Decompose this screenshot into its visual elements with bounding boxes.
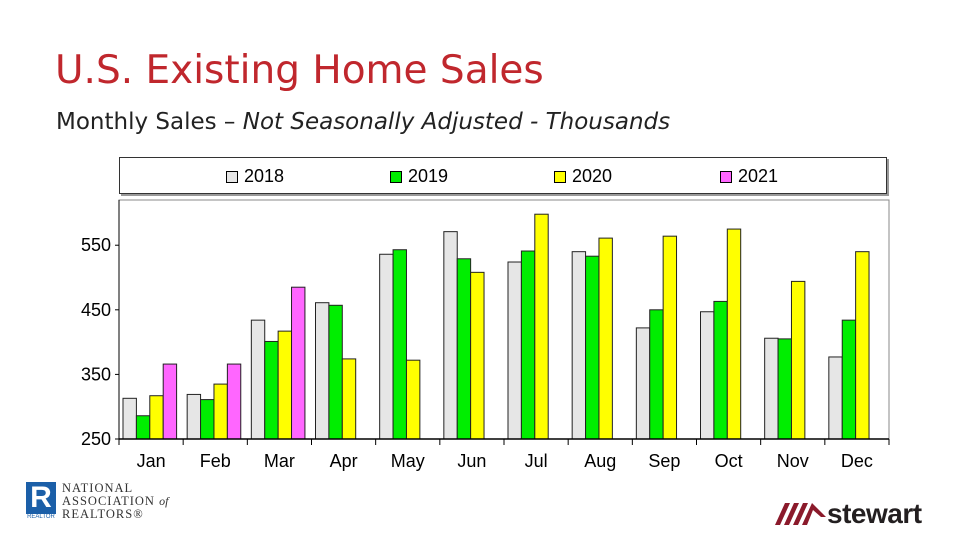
legend-item-2021: 2021 (720, 166, 778, 187)
x-tick-label: Jul (525, 451, 548, 471)
bar-2021-Jan (162, 363, 178, 440)
legend-label: 2020 (572, 166, 613, 186)
bar-2020-Dec (855, 251, 870, 440)
bar-2018-Aug (571, 251, 587, 440)
bar-2018-Mar (250, 319, 266, 440)
legend-swatch (390, 170, 402, 183)
bar-2019-Feb (200, 399, 215, 440)
x-tick-label: Oct (715, 451, 743, 471)
realtor-caption: REALTOR (27, 514, 55, 520)
legend-label: 2019 (408, 166, 449, 186)
x-tick-label: Apr (330, 451, 358, 471)
bar-2019-Sep (649, 309, 664, 440)
nar-logo: R REALTOR NATIONAL ASSOCIATION of REALTO… (26, 482, 168, 521)
legend-swatch (554, 170, 566, 183)
subtitle-italic: Not Seasonally Adjusted - Thousands (242, 109, 671, 135)
bar-2018-Jul (507, 261, 522, 440)
bar-2020-Aug (598, 237, 613, 440)
bar-2020-Nov (790, 280, 806, 440)
bar-2018-Jun (443, 231, 458, 440)
x-tick-label: May (391, 451, 425, 471)
bar-2020-Apr (341, 358, 357, 440)
x-tick-label: Sep (648, 451, 680, 471)
bar-2020-Feb (213, 383, 228, 440)
stewart-wordmark: stewart (827, 498, 922, 529)
x-tick-label: Dec (841, 451, 873, 471)
x-tick-label: Aug (584, 451, 616, 471)
stewart-logo: stewart (775, 498, 922, 530)
bar-2019-Jun (456, 258, 472, 440)
bar-2021-Mar (291, 286, 306, 440)
y-tick-label: 450 (81, 300, 111, 320)
bar-2019-Dec (841, 319, 857, 440)
bar-2018-Nov (764, 337, 779, 440)
bar-2019-Aug (585, 255, 600, 440)
x-tick-label: Mar (264, 451, 295, 471)
y-tick-label: 350 (81, 364, 111, 384)
legend-swatch (226, 170, 238, 183)
bar-2020-Jan (149, 395, 164, 440)
bar-2018-Jan (122, 397, 137, 440)
bar-2018-May (379, 253, 394, 440)
nar-line2: ASSOCIATION (62, 494, 155, 508)
bar-2019-May (392, 249, 407, 440)
y-tick-label: 550 (81, 235, 111, 255)
legend-label: 2021 (738, 166, 779, 186)
realtor-r-icon: R (26, 482, 56, 514)
page-title: U.S. Existing Home Sales (55, 48, 544, 93)
bar-2019-Mar (264, 340, 279, 440)
y-tick-label: 250 (81, 429, 111, 449)
x-tick-label: Feb (200, 451, 231, 471)
x-tick-label: Nov (777, 451, 809, 471)
bar-2019-Nov (777, 338, 792, 440)
bar-2018-Apr (315, 302, 330, 440)
bar-2020-Sep (662, 235, 678, 440)
bar-2021-Feb (226, 363, 242, 440)
subtitle-plain: Monthly Sales – (56, 109, 243, 135)
bar-2020-Jul (534, 213, 549, 440)
stewart-stripes-icon (775, 503, 826, 525)
nar-line3: REALTORS® (62, 507, 144, 521)
legend-label: 2018 (244, 166, 285, 186)
bar-2019-Oct (713, 300, 728, 440)
nar-line2-suffix: of (159, 494, 169, 508)
bar-2019-Jan (135, 415, 151, 440)
bar-2020-Mar (277, 330, 293, 440)
chart-legend: 2018 2019 2020 2021 (119, 157, 887, 194)
nar-line1: NATIONAL (62, 481, 134, 495)
bar-2019-Jul (520, 250, 536, 440)
bar-2020-May (405, 359, 421, 440)
legend-item-2018: 2018 (226, 166, 284, 187)
legend-item-2020: 2020 (554, 166, 612, 187)
bar-2019-Apr (328, 304, 343, 440)
page-subtitle: Monthly Sales – Not Seasonally Adjusted … (56, 109, 670, 135)
bar-2020-Jun (470, 271, 485, 440)
bar-2018-Dec (828, 356, 843, 440)
x-tick-label: Jun (457, 451, 486, 471)
legend-swatch (720, 170, 732, 183)
bar-2018-Oct (700, 311, 715, 440)
bar-2020-Oct (726, 228, 742, 440)
bar-2018-Sep (635, 327, 651, 440)
plot-area (118, 199, 890, 440)
bar-2018-Feb (186, 393, 202, 440)
x-tick-label: Jan (137, 451, 166, 471)
legend-item-2019: 2019 (390, 166, 448, 187)
